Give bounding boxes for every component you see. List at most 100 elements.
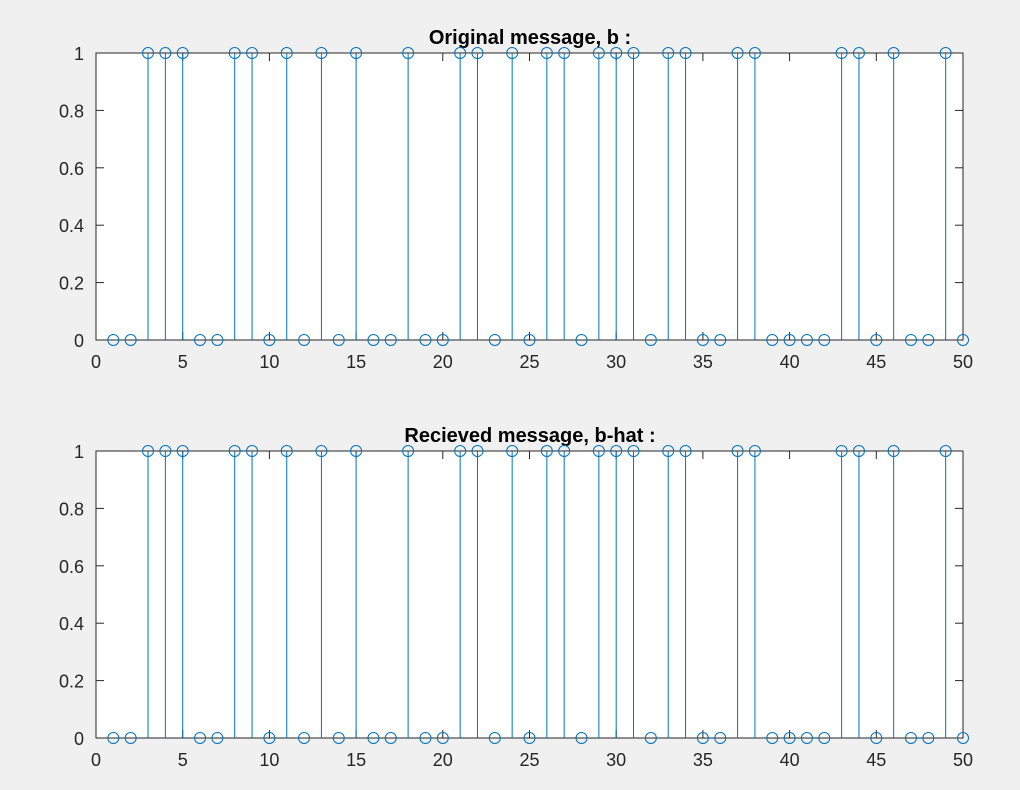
stem-marker	[731, 445, 744, 457]
stem-marker	[142, 445, 155, 457]
stem-marker	[367, 334, 380, 346]
stem-marker	[627, 445, 640, 457]
x-tick-label: 15	[346, 352, 366, 372]
stem-marker	[852, 445, 865, 457]
subplot-original: Original message, b : 0 5 10 15 20 25 30 35 40 45…	[59, 27, 973, 372]
stem-marker	[887, 445, 900, 457]
stem-marker	[436, 732, 449, 744]
stem-marker	[506, 445, 519, 457]
y-tick-label: 0	[74, 729, 84, 749]
stem-marker	[176, 47, 189, 59]
stem-marker	[298, 334, 311, 346]
stem-marker	[592, 445, 605, 457]
stem-marker	[644, 334, 657, 346]
chart-title-original: Original message, b :	[429, 27, 631, 49]
stem-marker	[783, 334, 796, 346]
stem-marker	[766, 334, 779, 346]
stem-marker	[523, 732, 536, 744]
stem-marker	[610, 47, 623, 59]
stem-marker	[731, 47, 744, 59]
y-tick-label: 0.6	[59, 557, 84, 577]
stem-marker	[350, 445, 363, 457]
stem-marker	[662, 445, 675, 457]
stem-marker	[228, 445, 241, 457]
stem-marker	[315, 445, 328, 457]
stem-marker	[367, 732, 380, 744]
stem-marker	[714, 334, 727, 346]
y-tick-label: 0	[74, 331, 84, 351]
stem-marker	[454, 47, 467, 59]
y-tick-label: 1	[74, 44, 84, 64]
stem-marker	[419, 334, 432, 346]
stem-marker	[402, 445, 415, 457]
chart-title-received: Recieved message, b-hat :	[404, 425, 655, 447]
stem-marker	[870, 334, 883, 346]
axes-box	[95, 450, 964, 739]
x-tick-label: 40	[780, 750, 800, 770]
stem-marker	[263, 334, 276, 346]
stem-marker	[194, 732, 207, 744]
stem-marker	[644, 732, 657, 744]
stem-marker	[298, 732, 311, 744]
y-tick-label: 0.8	[59, 101, 84, 121]
stem-marker	[696, 732, 709, 744]
x-tick-label: 5	[178, 352, 188, 372]
y-tick-label: 0.4	[59, 614, 84, 634]
stem-marker	[436, 334, 449, 346]
y-tick-label: 0.2	[59, 274, 84, 294]
x-tick-label: 20	[433, 750, 453, 770]
stem-marker	[610, 445, 623, 457]
stem-marker	[107, 732, 120, 744]
stem-marker	[558, 47, 571, 59]
y-tick-label: 1	[74, 442, 84, 462]
stem-marker	[870, 732, 883, 744]
stem-marker	[679, 47, 692, 59]
stem-marker	[471, 445, 484, 457]
stem-marker	[159, 445, 172, 457]
x-tick-label: 40	[780, 352, 800, 372]
x-tick-label: 0	[91, 750, 101, 770]
x-tick-label: 25	[519, 750, 539, 770]
stem-marker	[488, 732, 501, 744]
y-tick-label: 0.6	[59, 159, 84, 179]
stem-marker	[506, 47, 519, 59]
stem-marker	[818, 334, 831, 346]
stem-marker	[107, 334, 120, 346]
stem-marker	[384, 732, 397, 744]
x-tick-label: 50	[953, 750, 973, 770]
x-tick-label: 5	[178, 750, 188, 770]
y-tick-label: 0.4	[59, 216, 84, 236]
stem-marker	[679, 445, 692, 457]
stem-marker	[575, 732, 588, 744]
stem-marker	[211, 334, 224, 346]
x-tick-label: 15	[346, 750, 366, 770]
stem-marker	[263, 732, 276, 744]
stem-marker	[887, 47, 900, 59]
stem-marker	[852, 47, 865, 59]
y-tick-label: 0.2	[59, 672, 84, 692]
stem-marker	[783, 732, 796, 744]
stem-marker	[315, 47, 328, 59]
stem-marker	[471, 47, 484, 59]
stem-marker	[575, 334, 588, 346]
x-tick-label: 45	[866, 352, 886, 372]
stem-marker	[332, 334, 345, 346]
stem-marker	[835, 445, 848, 457]
stem-marker	[957, 732, 969, 744]
stem-marker	[142, 47, 155, 59]
x-tick-label: 30	[606, 352, 626, 372]
axes-box	[95, 52, 964, 341]
stem-marker	[662, 47, 675, 59]
stem-marker	[904, 334, 917, 346]
stem-marker	[696, 334, 709, 346]
x-tick-label: 0	[91, 352, 101, 372]
stem-marker	[558, 445, 571, 457]
stem-marker	[904, 732, 917, 744]
stem-marker	[384, 334, 397, 346]
stem-marker	[194, 334, 207, 346]
subplot-received: Recieved message, b-hat : 0 5 10 15 20 25 30 35…	[59, 425, 973, 770]
x-tick-label: 35	[693, 352, 713, 372]
stem-marker	[159, 47, 172, 59]
stem-marker	[800, 334, 813, 346]
